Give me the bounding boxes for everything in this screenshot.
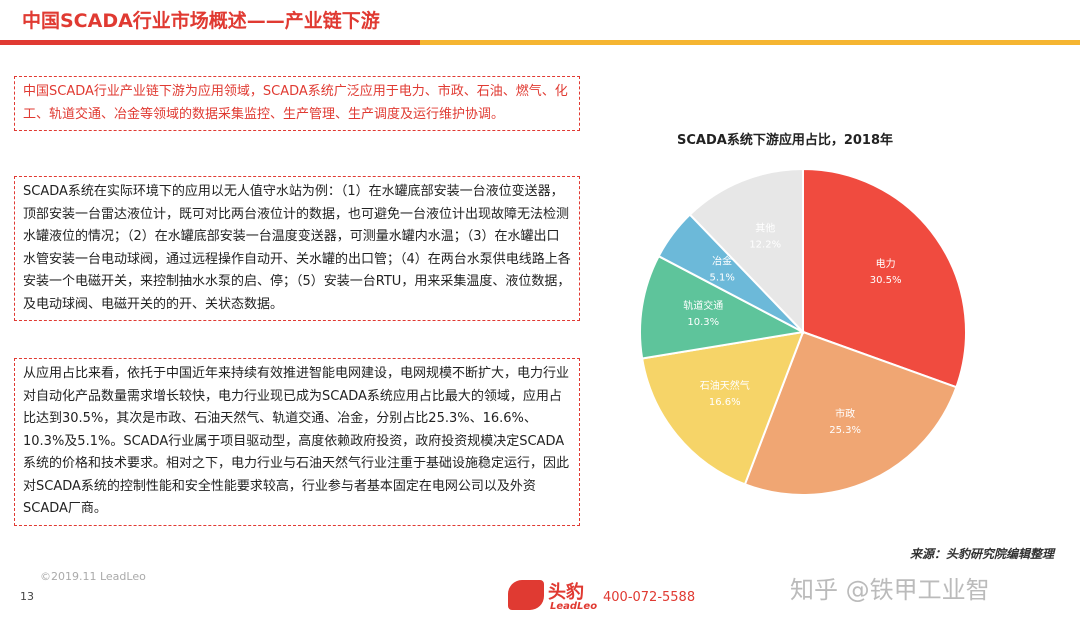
page-number: 13 [20,590,34,603]
pie-slice [688,167,804,335]
watermark: 知乎 @铁甲工业智 [790,576,990,604]
text-box: 中国SCADA行业产业链下游为应用领域，SCADA系统广泛应用于电力、市政、石油… [14,76,580,131]
data-label: 30.5% [870,275,902,286]
logo-icon [508,580,544,610]
slice-label: 其他 [755,221,775,234]
chart-title: SCADA系统下游应用占比，2018年 [677,132,893,148]
slice-label: 市政 [835,407,855,420]
slice-label: 电力 [876,257,896,270]
copyright: ©2019.11 LeadLeo [40,570,146,583]
data-label: 10.3% [687,317,719,328]
slice-label: 轨道交通 [683,299,723,312]
source: 来源：头豹研究院编辑整理 [909,547,1054,561]
text-box: 从应用占比来看，依托于中国近年来持续有效推进智能电网建设，电网规模不断扩大，电力… [14,358,580,526]
data-label: 25.3% [829,425,861,436]
data-label: 5.1% [709,272,734,283]
pie-slice [641,330,805,486]
header-bar [0,40,420,45]
slice-label: 冶金 [712,254,732,267]
page-title: 中国SCADA行业市场概述——产业链下游 [22,10,380,32]
logo-en: LeadLeo [550,601,598,612]
pie-slice [802,167,967,389]
logo-cn: 头豹 [548,582,584,603]
pie-slice [639,254,807,360]
phone: 400-072-5588 [603,590,696,605]
slice-label: 石油天然气 [700,379,750,392]
text-box: SCADA系统在实际环境下的应用以无人值守水站为例：（1）在水罐底部安装一台液位… [14,176,580,321]
data-label: 12.2% [749,239,781,250]
data-label: 16.6% [709,397,741,408]
chart: SCADA系统下游应用占比，2018年 电力 30.5% 市政 25.3% 石油天然气 1… [639,132,967,496]
pie-slice [743,330,958,496]
header-bar [420,40,1080,45]
